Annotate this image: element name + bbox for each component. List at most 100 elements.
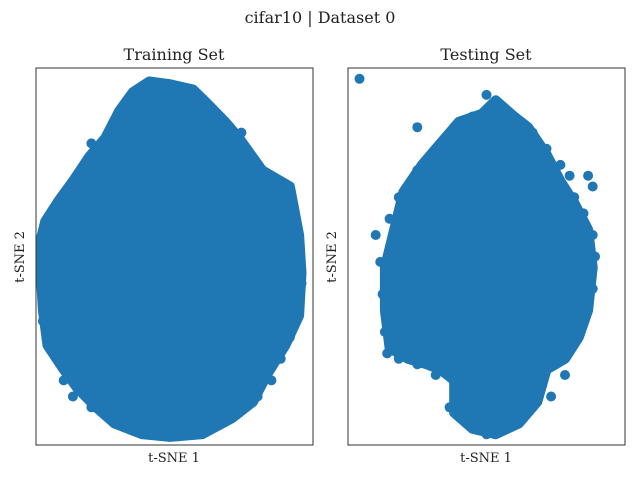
- training-set-point: [100, 407, 111, 418]
- training-set-point: [284, 213, 295, 224]
- testing-set-point: [569, 192, 580, 203]
- testing-set-point: [546, 391, 557, 402]
- testing-set-point: [379, 326, 390, 337]
- training-set-point: [220, 143, 231, 154]
- training-set-point: [234, 407, 245, 418]
- training-set-point: [77, 170, 88, 181]
- testing-set-point: [500, 423, 510, 434]
- training-set-point: [160, 81, 171, 92]
- training-set-point: [278, 186, 288, 197]
- training-set-point: [67, 391, 78, 402]
- testing-set-xlabel: t-SNE 1: [460, 451, 512, 466]
- testing-set-point: [377, 289, 388, 300]
- testing-set-subplot: Testing Set t-SNE 1 t-SNE 2: [325, 45, 626, 466]
- testing-set-point: [384, 213, 395, 224]
- training-set-point: [58, 375, 69, 386]
- testing-set-point: [527, 127, 538, 138]
- training-set-point: [86, 138, 97, 149]
- testing-set-point: [370, 230, 381, 240]
- testing-set-point: [467, 111, 478, 122]
- testing-set-point: [481, 429, 492, 440]
- training-set-point: [146, 429, 157, 440]
- training-set-point: [104, 127, 115, 138]
- training-set-point: [192, 423, 203, 434]
- training-set-point: [72, 364, 83, 375]
- testing-set-point: [513, 116, 524, 127]
- testing-set-point: [587, 230, 598, 240]
- training-set-point: [63, 192, 74, 203]
- training-set-points: [35, 76, 307, 442]
- testing-set-point: [527, 402, 538, 413]
- testing-set-point: [564, 343, 575, 354]
- training-set-point: [296, 278, 307, 289]
- testing-set-point: [590, 251, 600, 262]
- training-set-point: [192, 92, 203, 103]
- training-set-point: [252, 391, 263, 402]
- training-set-point: [86, 402, 97, 413]
- training-set-point: [40, 300, 51, 310]
- training-set-point: [289, 235, 300, 246]
- testing-set-point: [555, 159, 566, 170]
- figure-suptitle: cifar10 | Dataset 0: [245, 8, 396, 27]
- testing-set-point: [453, 359, 464, 370]
- testing-set-point: [421, 332, 432, 343]
- training-set-point: [58, 208, 69, 219]
- training-set-point: [178, 84, 189, 95]
- training-set-point: [224, 122, 235, 133]
- training-set-point: [294, 267, 305, 278]
- training-set-point: [284, 332, 295, 343]
- testing-set-point: [449, 122, 460, 133]
- training-set-point: [137, 89, 148, 100]
- testing-set-point: [430, 370, 441, 380]
- testing-set-point: [495, 100, 506, 111]
- training-set-point: [252, 159, 263, 170]
- training-set-point: [236, 127, 247, 138]
- training-set-point: [118, 111, 129, 122]
- testing-set-point: [354, 73, 365, 84]
- testing-set-point: [375, 256, 386, 267]
- training-set-point: [42, 332, 53, 343]
- testing-set-axes-frame: [347, 67, 626, 446]
- training-set-title: Training Set: [124, 45, 225, 64]
- training-set-point: [211, 111, 222, 122]
- testing-set-point-cloud: [379, 95, 598, 440]
- training-set-point: [211, 418, 222, 429]
- testing-set-point: [430, 143, 441, 154]
- testing-set-point: [382, 348, 393, 359]
- training-set-point: [273, 176, 284, 187]
- testing-set-point: [412, 165, 423, 176]
- training-set-point: [261, 168, 272, 178]
- training-set-point: [123, 421, 134, 432]
- testing-set-point: [412, 122, 423, 133]
- training-set-point: [291, 305, 302, 316]
- training-set-point: [275, 353, 286, 364]
- testing-set-point: [564, 170, 575, 181]
- testing-set-point: [587, 283, 598, 294]
- testing-set-point: [541, 143, 552, 154]
- training-set-point: [37, 230, 48, 240]
- testing-set-point: [481, 89, 492, 100]
- testing-set-point: [587, 181, 598, 192]
- testing-set-point: [578, 316, 589, 327]
- testing-set-point: [550, 359, 561, 370]
- training-set-point: [54, 353, 65, 364]
- training-set-point: [266, 375, 277, 386]
- testing-set-point: [583, 170, 594, 181]
- testing-set-point: [412, 359, 423, 370]
- testing-set-point: [578, 208, 589, 219]
- testing-set-ylabel: t-SNE 2: [325, 231, 340, 283]
- training-set-point: [44, 240, 55, 251]
- testing-set-points: [354, 73, 600, 440]
- testing-set-point: [536, 380, 547, 391]
- testing-set-point: [518, 413, 529, 424]
- training-set-axes-frame: [35, 67, 314, 446]
- training-set-point: [169, 429, 180, 440]
- testing-set-point: [463, 418, 473, 429]
- training-set-subplot: Training Set t-SNE 1 t-SNE 2: [13, 45, 314, 466]
- testing-set-point: [393, 192, 404, 203]
- testing-set-point: [560, 370, 570, 380]
- training-set-point: [37, 316, 48, 327]
- testing-set-point: [393, 353, 404, 364]
- testing-set-point: [444, 402, 455, 413]
